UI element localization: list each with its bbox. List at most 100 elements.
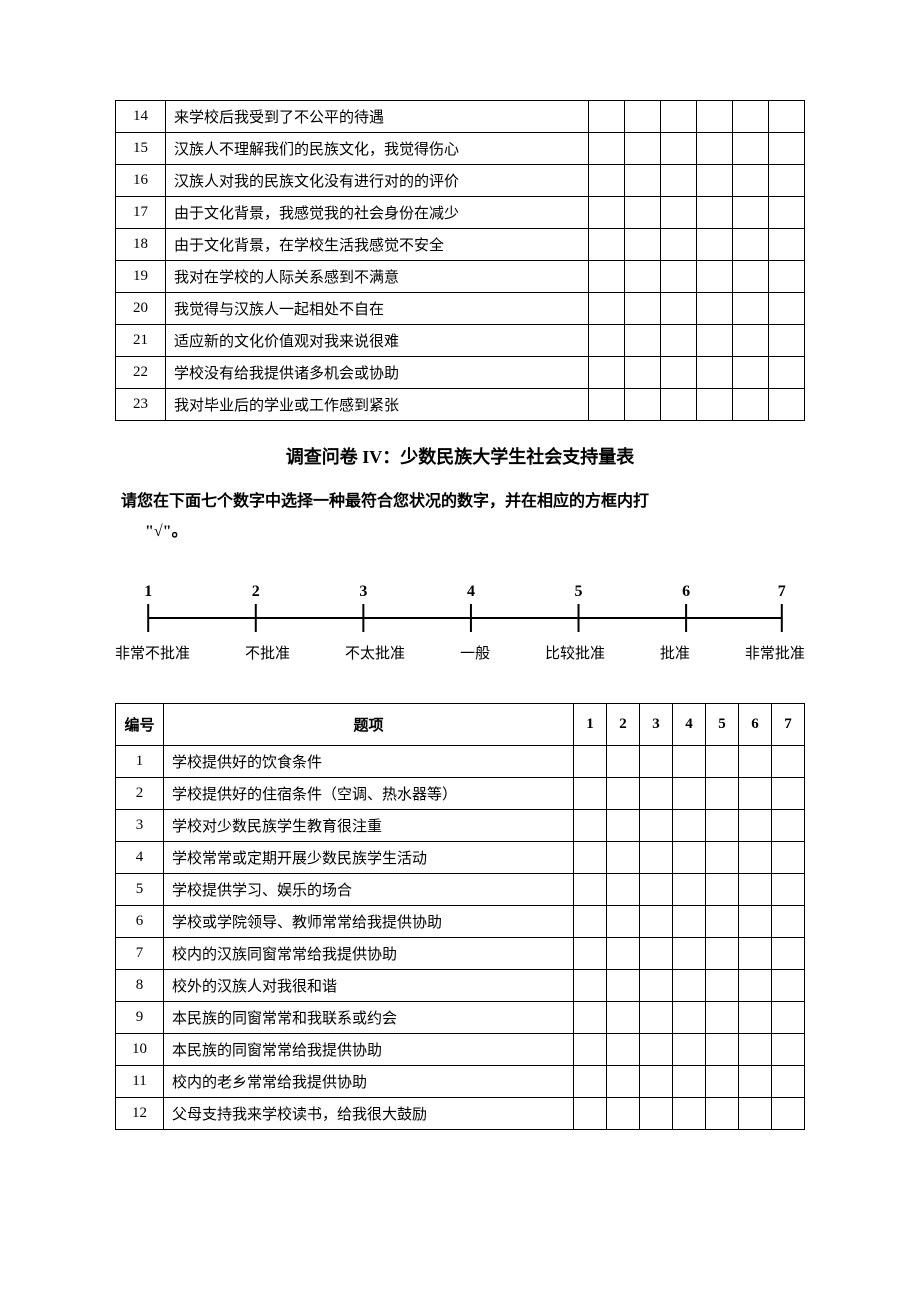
rating-cell[interactable] (661, 389, 697, 421)
rating-cell[interactable] (640, 1033, 673, 1065)
rating-cell[interactable] (673, 745, 706, 777)
rating-cell[interactable] (589, 133, 625, 165)
rating-cell[interactable] (769, 197, 805, 229)
rating-cell[interactable] (574, 969, 607, 1001)
rating-cell[interactable] (625, 293, 661, 325)
rating-cell[interactable] (769, 165, 805, 197)
rating-cell[interactable] (607, 1065, 640, 1097)
rating-cell[interactable] (772, 777, 805, 809)
rating-cell[interactable] (706, 745, 739, 777)
rating-cell[interactable] (661, 325, 697, 357)
rating-cell[interactable] (640, 1001, 673, 1033)
rating-cell[interactable] (739, 745, 772, 777)
rating-cell[interactable] (769, 133, 805, 165)
rating-cell[interactable] (607, 745, 640, 777)
rating-cell[interactable] (733, 389, 769, 421)
rating-cell[interactable] (589, 165, 625, 197)
rating-cell[interactable] (697, 261, 733, 293)
rating-cell[interactable] (706, 841, 739, 873)
rating-cell[interactable] (733, 325, 769, 357)
rating-cell[interactable] (706, 1097, 739, 1129)
rating-cell[interactable] (697, 229, 733, 261)
rating-cell[interactable] (625, 261, 661, 293)
rating-cell[interactable] (661, 197, 697, 229)
rating-cell[interactable] (661, 133, 697, 165)
rating-cell[interactable] (706, 1065, 739, 1097)
rating-cell[interactable] (625, 101, 661, 133)
rating-cell[interactable] (706, 809, 739, 841)
rating-cell[interactable] (706, 777, 739, 809)
rating-cell[interactable] (673, 905, 706, 937)
rating-cell[interactable] (640, 841, 673, 873)
rating-cell[interactable] (574, 745, 607, 777)
rating-cell[interactable] (625, 165, 661, 197)
rating-cell[interactable] (574, 1001, 607, 1033)
rating-cell[interactable] (640, 937, 673, 969)
rating-cell[interactable] (733, 197, 769, 229)
rating-cell[interactable] (772, 745, 805, 777)
rating-cell[interactable] (706, 969, 739, 1001)
rating-cell[interactable] (661, 229, 697, 261)
rating-cell[interactable] (625, 229, 661, 261)
rating-cell[interactable] (733, 133, 769, 165)
rating-cell[interactable] (673, 1097, 706, 1129)
rating-cell[interactable] (739, 937, 772, 969)
rating-cell[interactable] (625, 133, 661, 165)
rating-cell[interactable] (607, 1033, 640, 1065)
rating-cell[interactable] (733, 165, 769, 197)
rating-cell[interactable] (739, 1065, 772, 1097)
rating-cell[interactable] (769, 325, 805, 357)
rating-cell[interactable] (589, 293, 625, 325)
rating-cell[interactable] (739, 841, 772, 873)
rating-cell[interactable] (640, 1065, 673, 1097)
rating-cell[interactable] (640, 905, 673, 937)
rating-cell[interactable] (733, 357, 769, 389)
rating-cell[interactable] (739, 777, 772, 809)
rating-cell[interactable] (772, 1065, 805, 1097)
rating-cell[interactable] (673, 1001, 706, 1033)
rating-cell[interactable] (739, 1033, 772, 1065)
rating-cell[interactable] (739, 809, 772, 841)
rating-cell[interactable] (697, 101, 733, 133)
rating-cell[interactable] (574, 1033, 607, 1065)
rating-cell[interactable] (772, 873, 805, 905)
rating-cell[interactable] (607, 777, 640, 809)
rating-cell[interactable] (769, 261, 805, 293)
rating-cell[interactable] (607, 873, 640, 905)
rating-cell[interactable] (661, 261, 697, 293)
rating-cell[interactable] (589, 325, 625, 357)
rating-cell[interactable] (673, 1033, 706, 1065)
rating-cell[interactable] (706, 1033, 739, 1065)
rating-cell[interactable] (661, 165, 697, 197)
rating-cell[interactable] (574, 777, 607, 809)
rating-cell[interactable] (772, 1001, 805, 1033)
rating-cell[interactable] (706, 873, 739, 905)
rating-cell[interactable] (733, 101, 769, 133)
rating-cell[interactable] (673, 937, 706, 969)
rating-cell[interactable] (739, 969, 772, 1001)
rating-cell[interactable] (589, 197, 625, 229)
rating-cell[interactable] (640, 969, 673, 1001)
rating-cell[interactable] (733, 229, 769, 261)
rating-cell[interactable] (574, 1065, 607, 1097)
rating-cell[interactable] (769, 357, 805, 389)
rating-cell[interactable] (697, 325, 733, 357)
rating-cell[interactable] (697, 197, 733, 229)
rating-cell[interactable] (625, 389, 661, 421)
rating-cell[interactable] (589, 389, 625, 421)
rating-cell[interactable] (697, 389, 733, 421)
rating-cell[interactable] (772, 969, 805, 1001)
rating-cell[interactable] (772, 809, 805, 841)
rating-cell[interactable] (697, 293, 733, 325)
rating-cell[interactable] (640, 1097, 673, 1129)
rating-cell[interactable] (733, 261, 769, 293)
rating-cell[interactable] (589, 261, 625, 293)
rating-cell[interactable] (739, 873, 772, 905)
rating-cell[interactable] (574, 1097, 607, 1129)
rating-cell[interactable] (733, 293, 769, 325)
rating-cell[interactable] (772, 905, 805, 937)
rating-cell[interactable] (769, 389, 805, 421)
rating-cell[interactable] (607, 1001, 640, 1033)
rating-cell[interactable] (607, 969, 640, 1001)
rating-cell[interactable] (673, 1065, 706, 1097)
